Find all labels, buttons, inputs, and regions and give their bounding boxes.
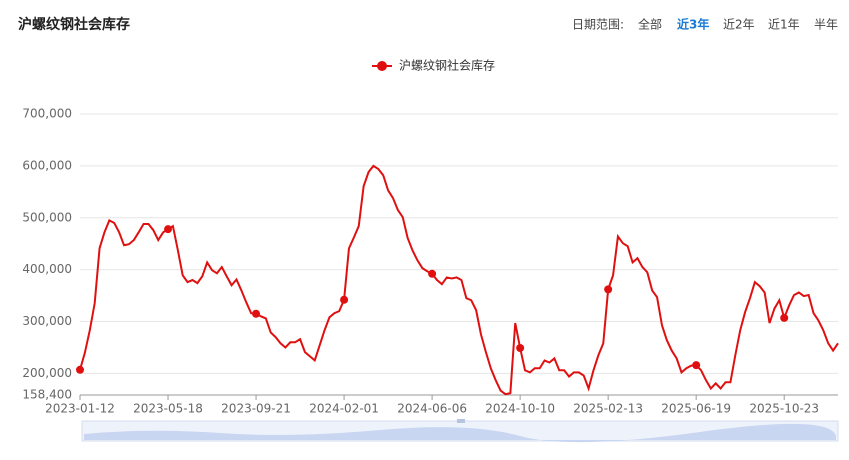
- data-point: [164, 225, 173, 234]
- range-option[interactable]: 半年: [814, 18, 838, 32]
- zoom-handle[interactable]: [457, 419, 465, 423]
- data-point: [780, 313, 789, 322]
- data-point: [516, 343, 525, 352]
- y-tick-label: 500,000: [22, 210, 72, 224]
- data-point: [604, 285, 613, 294]
- x-tick-label: 2024-10-10: [485, 402, 555, 416]
- zoom-preview: [84, 423, 836, 443]
- series-line: [79, 164, 839, 396]
- x-tick-label: 2025-02-13: [573, 402, 643, 416]
- x-tick-label: 2025-10-23: [749, 402, 819, 416]
- range-option[interactable]: 近3年: [677, 17, 709, 32]
- y-tick-label: 200,000: [22, 366, 72, 380]
- y-tick-label: 158,400: [22, 388, 72, 402]
- data-point: [340, 295, 349, 304]
- data-point: [252, 309, 261, 318]
- x-tick-label: 2024-06-06: [397, 402, 467, 416]
- data-point: [76, 365, 84, 374]
- x-tick-label: 2025-06-19: [661, 402, 731, 416]
- legend-marker: [377, 61, 387, 71]
- y-tick-label: 400,000: [22, 262, 72, 276]
- x-tick-label: 2024-02-01: [309, 402, 379, 416]
- chart-title: 沪螺纹钢社会库存: [18, 16, 130, 33]
- range-option[interactable]: 全部: [638, 17, 662, 32]
- x-tick-label: 2023-09-21: [221, 402, 291, 416]
- y-tick-label: 300,000: [22, 314, 72, 328]
- range-label: 日期范围:: [572, 18, 624, 32]
- legend-label: 沪螺纹钢社会库存: [399, 58, 495, 73]
- x-tick-label: 2023-01-12: [45, 402, 115, 416]
- legend: 沪螺纹钢社会库存: [372, 58, 495, 73]
- range-option[interactable]: 近1年: [768, 18, 800, 32]
- y-tick-label: 700,000: [22, 107, 72, 121]
- data-point: [428, 269, 437, 278]
- data-point: [692, 361, 701, 370]
- y-tick-label: 600,000: [22, 158, 72, 172]
- x-tick-label: 2023-05-18: [133, 402, 203, 416]
- range-option[interactable]: 近2年: [723, 18, 755, 32]
